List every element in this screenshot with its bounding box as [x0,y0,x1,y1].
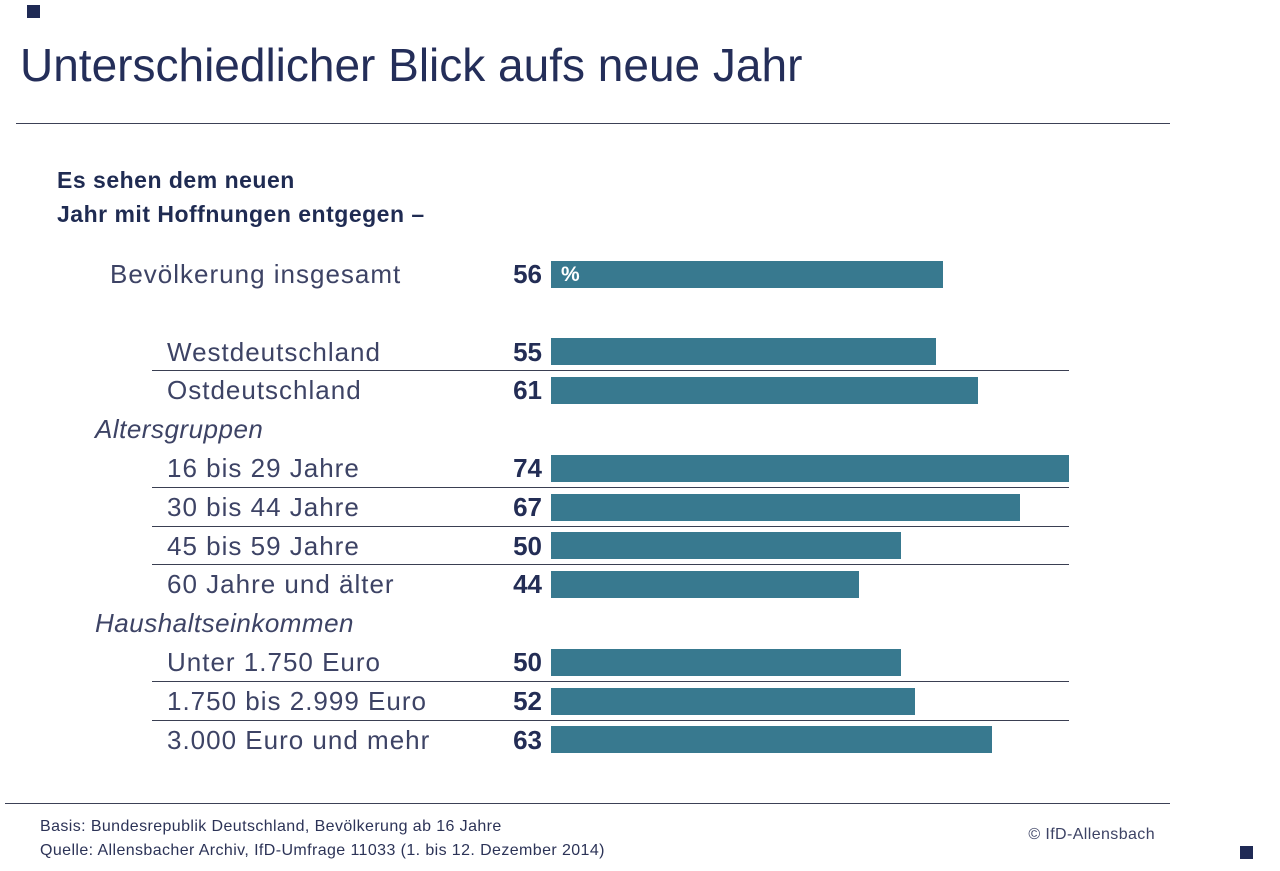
row-bar [551,726,992,754]
footer-quelle: Quelle: Allensbacher Archiv, IfD-Umfrage… [40,842,605,859]
row-label: Unter 1.750 Euro [167,647,382,677]
row-divider [152,525,1069,527]
bar-row: 30 bis 44 Jahre 67 [0,488,1280,527]
chart-subtitle-line-2: Jahr mit Hoffnungen entgegen – [57,201,425,227]
row-value: 44 [513,569,542,600]
section-label: Haushaltseinkommen [95,608,355,639]
row-bar [551,648,901,676]
row-divider [152,486,1069,488]
bar-row: 16 bis 29 Jahre 74 [0,449,1280,488]
bar-row: 45 bis 59 Jahre 50 [0,527,1280,566]
row-bar [551,493,1020,521]
row-value: 63 [513,724,542,755]
row-bar [551,377,978,405]
footer-copyright: © IfD-Allensbach [1028,826,1155,843]
row-label: 60 Jahre und älter [167,569,395,600]
section-label: Altersgruppen [95,414,264,445]
chart-rows: Bevölkerung insgesamt 56% Westdeutschland 5… [0,255,1280,765]
bar-row: Unter 1.750 Euro 50 [0,643,1280,682]
row-bar [551,571,859,599]
row-value: 61 [513,375,542,406]
row-value: 50 [513,647,542,677]
row-label: Bevölkerung insgesamt [110,259,402,289]
row-label: Westdeutschland [167,336,381,367]
row-divider [152,719,1069,721]
percent-unit-label: % [561,262,580,286]
row-label: 45 bis 59 Jahre [167,530,360,561]
spacer-row [0,294,1280,333]
row-value: 67 [513,491,542,522]
row-divider [152,564,1069,566]
title-divider [16,123,1170,124]
bar-row: Bevölkerung insgesamt 56% [0,255,1280,294]
footer-basis: Basis: Bundesrepublik Deutschland, Bevöl… [40,818,502,835]
row-value: 74 [513,453,542,483]
row-value: 56 [513,259,542,289]
bar-row: 3.000 Euro und mehr 63 [0,721,1280,760]
bar-row: 60 Jahre und älter 44 [0,565,1280,604]
row-label: 3.000 Euro und mehr [167,724,431,755]
row-label: 1.750 bis 2.999 Euro [167,685,427,716]
section-header-row: Haushaltseinkommen [0,604,1280,643]
page-title: Unterschiedlicher Blick aufs neue Jahr [20,39,803,91]
bar-row: Westdeutschland 55 [0,333,1280,372]
row-bar [551,454,1069,482]
row-label: 30 bis 44 Jahre [167,491,360,522]
chart-subtitle-line-1: Es sehen dem neuen [57,167,295,193]
bar-row: Ostdeutschland 61 [0,371,1280,410]
row-bar [551,532,901,560]
row-value: 52 [513,685,542,716]
footer-divider [5,803,1170,804]
row-label: Ostdeutschland [167,375,362,406]
chart-subtitle: Es sehen dem neuen Jahr mit Hoffnungen e… [57,163,425,231]
corner-square-bottom-right [1240,846,1253,859]
row-bar [551,687,915,715]
row-divider [152,680,1069,682]
row-divider [152,370,1069,372]
row-bar [551,338,936,366]
row-value: 55 [513,336,542,367]
row-label: 16 bis 29 Jahre [167,453,360,483]
row-value: 50 [513,530,542,561]
row-bar: % [551,260,943,288]
section-header-row: Altersgruppen [0,410,1280,449]
corner-square-top-left [27,5,40,18]
bar-row: 1.750 bis 2.999 Euro 52 [0,682,1280,721]
